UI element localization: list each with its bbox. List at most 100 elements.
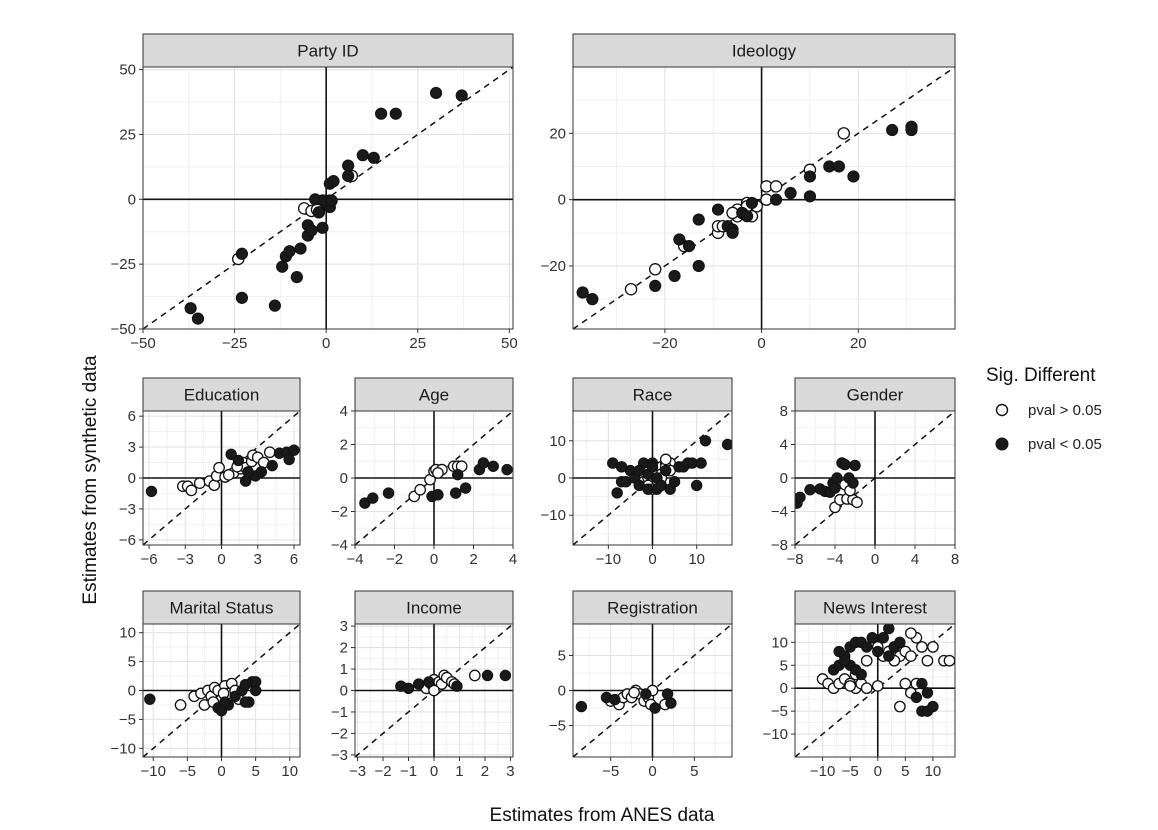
legend-label-filled: pval < 0.05 [1028, 436, 1102, 453]
y-tick-label: 50 [119, 62, 136, 79]
y-tick-label: −50 [111, 321, 136, 338]
panel-points [395, 669, 512, 697]
point-significant [668, 269, 681, 283]
y-tick-label: 5 [128, 654, 136, 671]
panel-age: Age −4 −2 0 2 4 −4 −2 0 2 4 [331, 377, 517, 568]
y-tick-label: −2 [331, 504, 348, 521]
x-tick-label: 5 [901, 763, 909, 780]
point-significant [640, 688, 652, 700]
point-significant [413, 678, 425, 690]
panel-points [359, 457, 513, 509]
point-significant [276, 260, 289, 273]
point-significant [886, 123, 899, 137]
panel-title: Gender [847, 386, 904, 405]
point-significant [745, 196, 759, 210]
point-not-significant [185, 484, 198, 497]
point-not-significant [893, 700, 906, 713]
point-significant [721, 438, 732, 451]
point-significant [832, 160, 846, 173]
identity-reference-line [143, 67, 513, 329]
point-significant [144, 693, 156, 705]
point-significant [894, 636, 906, 649]
x-tick-label: 0 [217, 763, 225, 780]
x-tick-label: 0 [871, 551, 879, 568]
x-tick-label: 1 [455, 763, 463, 780]
point-significant [288, 444, 300, 456]
y-tick-label: 0 [128, 191, 136, 208]
x-tick-label: −6 [140, 551, 157, 568]
point-significant [682, 239, 696, 253]
point-significant [266, 459, 278, 472]
x-tick-label: 0 [322, 335, 330, 352]
point-significant [849, 459, 861, 472]
x-tick-label: 5 [690, 763, 698, 780]
point-not-significant [871, 680, 884, 692]
point-significant [191, 312, 205, 325]
point-significant [711, 203, 725, 216]
point-significant [649, 702, 661, 714]
point-not-significant [648, 263, 662, 276]
point-significant [831, 472, 843, 484]
x-tick-label: −2 [374, 763, 391, 780]
point-not-significant [628, 686, 640, 699]
point-significant [367, 151, 380, 164]
point-not-significant [414, 483, 427, 496]
panel-points [816, 624, 955, 717]
x-tick-label: 2 [469, 551, 477, 568]
y-tick-label: 2 [340, 437, 348, 454]
y-tick-label: −10 [111, 740, 136, 757]
point-significant [239, 475, 252, 487]
x-tick-label: 3 [254, 551, 262, 568]
point-significant [268, 299, 281, 312]
y-tick-label: −2 [331, 725, 348, 742]
point-not-significant [844, 680, 857, 692]
point-significant [429, 86, 443, 100]
x-tick-label: −3 [349, 763, 366, 780]
point-significant [145, 485, 158, 498]
panel-race: Race −10 0 10 −10 0 10 [541, 377, 733, 568]
point-significant [665, 697, 677, 709]
x-tick-label: 0 [430, 551, 438, 568]
y-tick-label: 2 [340, 640, 348, 657]
point-significant [804, 484, 816, 496]
point-significant [921, 687, 934, 699]
panel-title: News Interest [823, 599, 927, 618]
panel-grid [143, 411, 300, 545]
point-significant [290, 271, 303, 284]
point-significant [726, 226, 739, 239]
x-tick-label: −4 [826, 551, 843, 568]
point-not-significant [837, 127, 851, 140]
point-significant [910, 691, 923, 704]
point-not-significant [174, 699, 187, 711]
panel-strip [142, 33, 514, 68]
panel-points [575, 684, 677, 714]
y-tick-label: 0 [558, 470, 566, 487]
point-significant [450, 487, 462, 499]
point-significant [866, 632, 878, 644]
x-tick-label: −5 [179, 763, 196, 780]
point-significant [294, 242, 307, 255]
point-not-significant [263, 446, 276, 459]
point-not-significant [860, 654, 873, 667]
point-significant [184, 302, 197, 315]
y-tick-label: −3 [331, 747, 348, 764]
point-significant [487, 460, 499, 472]
panel-title: Registration [607, 599, 698, 618]
point-not-significant [769, 180, 783, 193]
point-not-significant [432, 467, 444, 479]
point-not-significant [905, 650, 917, 662]
point-not-significant [193, 477, 206, 490]
point-significant [692, 213, 705, 226]
panel-strip [142, 377, 301, 412]
point-significant [342, 169, 355, 183]
x-tick-label: 0 [217, 551, 225, 568]
legend-filled-circle-icon [995, 437, 1009, 451]
x-tick-label: −3 [177, 551, 194, 568]
point-significant [699, 435, 712, 447]
y-tick-label: −10 [541, 507, 566, 524]
y-tick-label: 8 [780, 403, 788, 420]
panel-marital-status: Marital Status −10 −5 0 5 10 −10 −5 0 5 10 [111, 590, 301, 780]
x-tick-label: 20 [850, 335, 867, 352]
y-tick-label: 3 [128, 439, 136, 456]
